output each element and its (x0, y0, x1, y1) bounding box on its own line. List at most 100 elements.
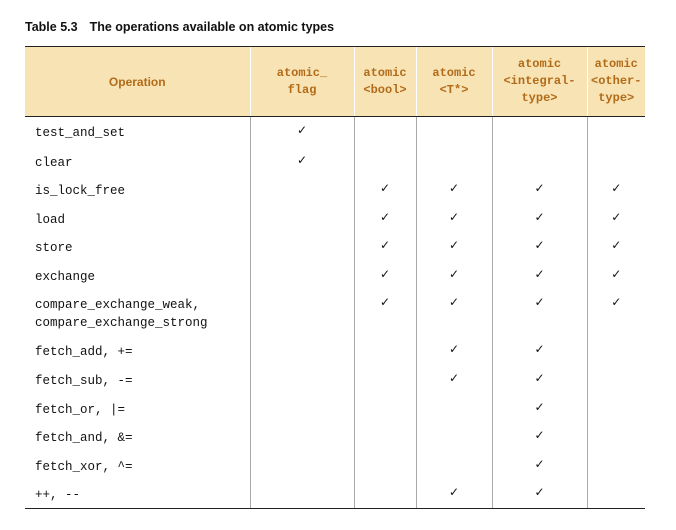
operation-name: exchange (25, 261, 250, 290)
support-cell-bool (353, 116, 416, 147)
operation-name: is_lock_free (25, 175, 250, 204)
support-cell-ptr (415, 146, 492, 176)
support-cell-flag (249, 422, 354, 451)
table-row: fetch_xor, ^= ✓ (25, 450, 645, 480)
operation-name-line: fetch_or, |= (35, 402, 126, 417)
column-header-line: flag (287, 82, 317, 97)
support-cell-flag (249, 260, 354, 290)
support-cell-ptr: ✓ (415, 365, 492, 394)
support-cell-bool: ✓ (353, 289, 416, 337)
support-cell-bool (353, 422, 416, 451)
table-row: fetch_add, += ✓ ✓ (25, 336, 645, 366)
support-cell-other: ✓ (586, 232, 645, 261)
support-cell-bool: ✓ (353, 232, 416, 261)
support-cell-bool (353, 450, 416, 480)
operation-name: fetch_add, += (25, 336, 250, 365)
operation-name-line: ++, -- (35, 488, 81, 503)
support-cell-integral: ✓ (491, 175, 587, 204)
operation-name: load (25, 204, 250, 233)
table-title: The operations available on atomic types (89, 20, 335, 34)
support-cell-integral: ✓ (491, 232, 587, 261)
support-cell-flag (249, 393, 354, 423)
table-row: fetch_and, &= ✓ (25, 422, 645, 451)
operation-name-line: fetch_xor, ^= (35, 459, 133, 474)
checkmark-icon: ✓ (611, 238, 622, 253)
support-cell-other (586, 393, 645, 423)
support-cell-flag (249, 175, 354, 204)
column-header-line: <integral- (503, 74, 576, 88)
checkmark-icon: ✓ (296, 152, 308, 167)
operation-name: fetch_and, &= (25, 422, 250, 451)
checkmark-icon: ✓ (379, 266, 391, 281)
checkmark-icon: ✓ (448, 181, 460, 196)
support-cell-integral: ✓ (491, 365, 587, 394)
support-cell-integral: ✓ (491, 393, 587, 423)
checkmark-icon: ✓ (534, 181, 545, 196)
support-cell-integral: ✓ (491, 260, 587, 290)
support-cell-integral: ✓ (491, 336, 587, 366)
support-cell-integral: ✓ (491, 422, 587, 451)
support-cell-ptr: ✓ (415, 479, 492, 509)
support-cell-integral (491, 116, 587, 147)
support-cell-ptr (415, 393, 492, 423)
support-cell-bool (353, 336, 416, 366)
table-row: store ✓ ✓ ✓ ✓ (25, 232, 645, 261)
support-cell-flag (249, 479, 354, 509)
operation-name-line: fetch_add, += (35, 345, 133, 360)
header-row: Operation atomic_ flag atomic <bool> atomic <T… (25, 46, 645, 117)
support-cell-ptr: ✓ (415, 289, 492, 337)
checkmark-icon: ✓ (534, 399, 545, 414)
table-row: fetch_or, |= ✓ (25, 393, 645, 423)
column-header-line: atomic (517, 57, 562, 71)
operation-name-line: store (35, 241, 73, 256)
support-cell-other (586, 450, 645, 480)
support-cell-other (586, 479, 645, 509)
operation-name-line: load (35, 212, 66, 227)
support-cell-integral: ✓ (491, 203, 587, 233)
support-cell-bool: ✓ (353, 260, 416, 290)
operation-name: store (25, 232, 250, 261)
checkmark-icon: ✓ (534, 428, 545, 443)
support-cell-integral: ✓ (491, 479, 587, 509)
operation-name: fetch_xor, ^= (25, 451, 250, 480)
table-row: fetch_sub, -= ✓ ✓ (25, 365, 645, 394)
operation-name-line: test_and_set (35, 126, 126, 140)
table-row: clear ✓ (25, 146, 645, 176)
support-cell-other: ✓ (586, 203, 645, 233)
support-cell-other (586, 336, 645, 366)
support-cell-flag (249, 203, 354, 233)
table-body: test_and_set ✓ clear ✓ is_lock_free ✓ ✓ ✓ ✓ load ✓… (25, 116, 645, 509)
support-cell-ptr (415, 422, 492, 451)
support-cell-other (586, 422, 645, 451)
operation-name: fetch_or, |= (25, 394, 250, 423)
support-cell-flag: ✓ (249, 116, 354, 147)
table-row: load ✓ ✓ ✓ ✓ (25, 203, 645, 233)
checkmark-icon: ✓ (611, 266, 622, 281)
checkmark-icon: ✓ (534, 456, 545, 471)
checkmark-icon: ✓ (448, 485, 460, 500)
checkmark-icon: ✓ (534, 238, 545, 253)
column-header-other: atomic <other-type> (586, 46, 645, 117)
checkmark-icon: ✓ (534, 485, 545, 500)
column-header-line: <bool> (363, 82, 407, 97)
column-header-line: atomic (432, 65, 476, 80)
column-header-ptr: atomic <T*> (415, 46, 492, 117)
operation-name-line: fetch_and, &= (35, 431, 133, 446)
operation-name-line: is_lock_free (35, 184, 126, 199)
support-cell-ptr: ✓ (415, 232, 492, 261)
support-cell-bool: ✓ (353, 175, 416, 204)
column-header-integral: atomic <integral-type> (491, 46, 587, 117)
column-header-line: <other- (591, 74, 642, 88)
checkmark-icon: ✓ (534, 342, 545, 357)
table-row: test_and_set ✓ (25, 116, 645, 147)
checkmark-icon: ✓ (379, 295, 391, 310)
support-cell-other: ✓ (586, 260, 645, 290)
support-cell-bool (353, 365, 416, 394)
support-cell-flag (249, 289, 354, 337)
support-cell-other (586, 146, 645, 176)
table-row: is_lock_free ✓ ✓ ✓ ✓ (25, 175, 645, 204)
checkmark-icon: ✓ (448, 209, 460, 224)
checkmark-icon: ✓ (379, 238, 391, 253)
support-cell-ptr (415, 450, 492, 480)
checkmark-icon: ✓ (448, 238, 460, 253)
